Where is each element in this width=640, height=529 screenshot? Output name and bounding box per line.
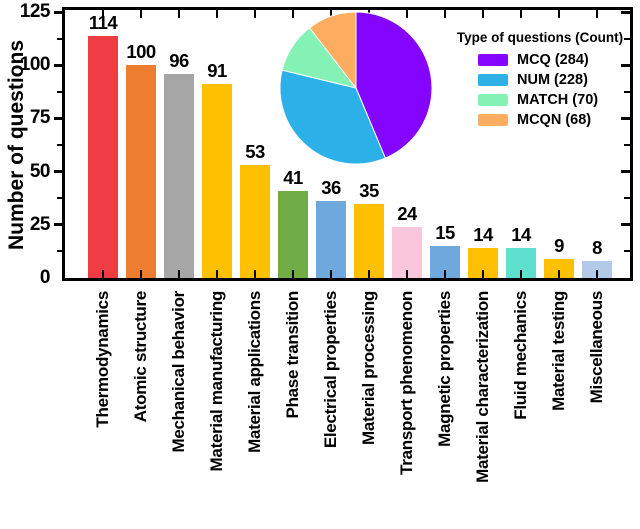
y-major-tick-left — [54, 116, 62, 120]
y-tick-label: 0 — [39, 267, 51, 288]
legend-swatch-num — [478, 74, 508, 86]
y-major-tick-left — [54, 10, 62, 14]
pie-slice-mcqn — [309, 11, 357, 89]
x-tick-label: Magnetic properties — [435, 291, 454, 447]
x-tick-label: Phase transition — [283, 291, 302, 419]
y-major-tick-left — [54, 63, 62, 67]
legend-swatch-mcq — [478, 54, 508, 66]
x-tick-label: Electrical properties — [321, 291, 340, 449]
pie-slice-mcq — [355, 11, 433, 159]
x-tick-label: Transport phenomenon — [397, 291, 416, 475]
legend-label-mcq: MCQ (284) — [517, 52, 589, 68]
pie-legend: Type of questions (Count) MCQ (284) NUM … — [440, 30, 640, 130]
legend-item-mcqn: MCQN (68) — [440, 110, 640, 130]
x-tick-label: Material processing — [359, 291, 378, 445]
legend-item-num: NUM (228) — [440, 70, 640, 90]
x-tick-label: Fluid mechanics — [511, 291, 530, 420]
x-tick-label: Atomic structure — [131, 291, 150, 423]
legend-label-num: NUM (228) — [517, 72, 588, 88]
x-tick-label: Mechanical behavior — [169, 291, 188, 453]
y-major-tick-left — [54, 223, 62, 227]
y-axis-title: Number of questions — [5, 39, 28, 251]
pie-chart — [279, 11, 433, 165]
legend-swatch-match — [478, 94, 508, 106]
x-tick-label: Material applications — [245, 291, 264, 453]
x-tick-label: Thermodynamics — [93, 291, 112, 428]
legend-swatch-mcqn — [478, 114, 508, 126]
legend-title: Type of questions (Count) — [456, 30, 624, 45]
y-tick-label: 125 — [19, 1, 51, 23]
x-tick-label: Miscellaneous — [587, 291, 606, 404]
x-tick-label: Material manufacturing — [207, 291, 226, 472]
legend-item-mcq: MCQ (284) — [440, 50, 640, 70]
y-major-tick-left — [54, 170, 62, 174]
x-tick-label: Material testing — [549, 291, 568, 411]
x-tick-label: Material characterization — [473, 291, 492, 483]
legend-label-mcqn: MCQN (68) — [517, 112, 592, 128]
legend-item-match: MATCH (70) — [440, 90, 640, 110]
pie-slice-num — [279, 69, 386, 165]
legend-label-match: MATCH (70) — [517, 92, 599, 108]
